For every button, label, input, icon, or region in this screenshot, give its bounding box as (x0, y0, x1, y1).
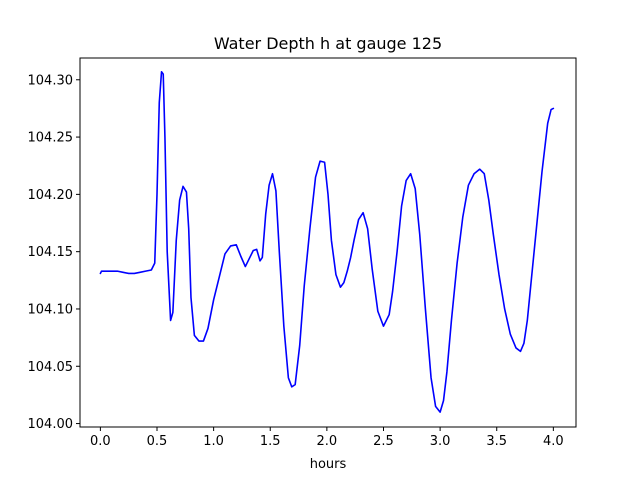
x-tick-label: 2.5 (373, 434, 394, 449)
x-tick-label: 3.5 (486, 434, 507, 449)
plot-area: 0.0 0.5 1.0 1.5 2.0 2.5 3.0 3.5 4.0 104.00 104.05 1… (28, 57, 577, 449)
y-tick-label: 104.30 (28, 73, 74, 88)
y-tick-label: 104.20 (28, 188, 74, 203)
x-axis-label: hours (310, 457, 347, 472)
x-tick-label: 0.5 (147, 434, 168, 449)
x-tick-label: 0.0 (90, 434, 111, 449)
y-tick-label: 104.15 (28, 245, 74, 260)
x-tick-label: 1.0 (203, 434, 224, 449)
y-tick-label: 104.05 (28, 360, 74, 375)
axes-frame (79, 57, 577, 428)
x-tick-label: 4.0 (543, 434, 564, 449)
x-tick-label: 3.0 (430, 434, 451, 449)
y-tick-label: 104.25 (28, 131, 74, 146)
y-tick-label: 104.00 (28, 417, 74, 432)
x-tick-label: 2.0 (317, 434, 338, 449)
y-tick-label: 104.10 (28, 302, 74, 317)
chart-title: Water Depth h at gauge 125 (214, 34, 442, 53)
series-line-0 (99, 70, 555, 413)
x-tick-label: 1.5 (260, 434, 281, 449)
